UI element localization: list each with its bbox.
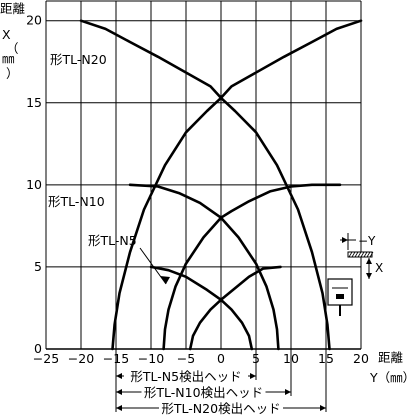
series-annotation-label: 形TL-N5	[88, 233, 137, 248]
x-tick-label: 0	[217, 351, 225, 366]
y-axis-label-part: （	[6, 41, 19, 56]
y-axis-label-part: ㎜	[2, 51, 15, 66]
series-curve--tl-n5-outer-right	[188, 265, 282, 351]
target-hatch	[363, 251, 368, 258]
annotation-leader-arrowhead	[160, 276, 170, 284]
sensor-indicator	[336, 294, 344, 299]
series-curve--tl-n10-outer-right	[162, 183, 342, 351]
target-hatch	[348, 251, 353, 258]
annotation-layer: 形TL-N20 形TL-N10 形TL-N5	[48, 52, 170, 285]
y-tick-label: 5	[34, 259, 42, 274]
inset-x-arrow-top	[366, 258, 372, 264]
y-tick-label: 10	[26, 177, 42, 192]
target-hatch	[354, 251, 359, 258]
range-arrow-right	[285, 389, 291, 395]
range-arrow-left	[116, 405, 122, 411]
x-tick-label: −10	[138, 351, 164, 366]
x-tick-label: −5	[177, 351, 195, 366]
y-axis-label-part: ）	[6, 66, 19, 81]
range-label-background	[124, 369, 248, 382]
target-plate	[347, 251, 373, 258]
sensor-inset-diagram: −Y X	[327, 233, 383, 316]
target-hatch	[366, 251, 371, 258]
curve-layer	[79, 19, 363, 351]
target-hatch	[357, 251, 362, 258]
inset-x-label: X	[375, 261, 383, 275]
series-curve--tl-n20-outer-left	[79, 19, 331, 351]
x-axis-label-line-1: 距離	[378, 350, 404, 365]
x-tick-label: 20	[353, 351, 369, 366]
inset-x-arrow-bottom	[366, 273, 372, 279]
target-hatch	[369, 251, 374, 258]
range-label: 形TL-N10検出ヘッド	[144, 385, 263, 400]
inset-y-arrow	[342, 237, 348, 243]
y-tick-label: 20	[26, 13, 42, 28]
series-annotation-label: 形TL-N10	[48, 194, 105, 209]
inset-y-label: −Y	[358, 234, 376, 248]
y-tick-label: 0	[34, 341, 42, 356]
series-annotation-label: 形TL-N20	[50, 52, 107, 67]
range-label: 形TL-N5検出ヘッド	[130, 369, 241, 384]
target-hatch	[360, 251, 365, 258]
tick-label-layer: −25−20−15−10−50510152005101520	[26, 13, 369, 366]
x-axis-label-line-2: Y（㎜）	[369, 370, 410, 385]
x-tick-label: −20	[68, 351, 94, 366]
target-hatch	[351, 251, 356, 258]
axis-label-layer: 距離X（㎜）距離Y（㎜）	[0, 1, 410, 385]
range-label-background	[159, 401, 283, 414]
y-tick-label: 15	[26, 95, 42, 110]
series-curve--tl-n10-outer-left	[128, 183, 280, 351]
range-arrow-right	[320, 405, 326, 411]
sensor-head	[327, 278, 353, 306]
range-arrow-right	[250, 373, 256, 379]
y-axis-label-part: X	[2, 27, 11, 42]
range-arrow-left	[116, 389, 122, 395]
range-label-background	[141, 385, 266, 398]
range-arrow-left	[116, 373, 122, 379]
y-axis-label-part: 距離	[0, 1, 26, 16]
x-tick-label: −25	[33, 351, 59, 366]
series-curve--tl-n20-outer-right	[111, 19, 363, 351]
range-label: 形TL-N20検出ヘッド	[161, 401, 280, 416]
